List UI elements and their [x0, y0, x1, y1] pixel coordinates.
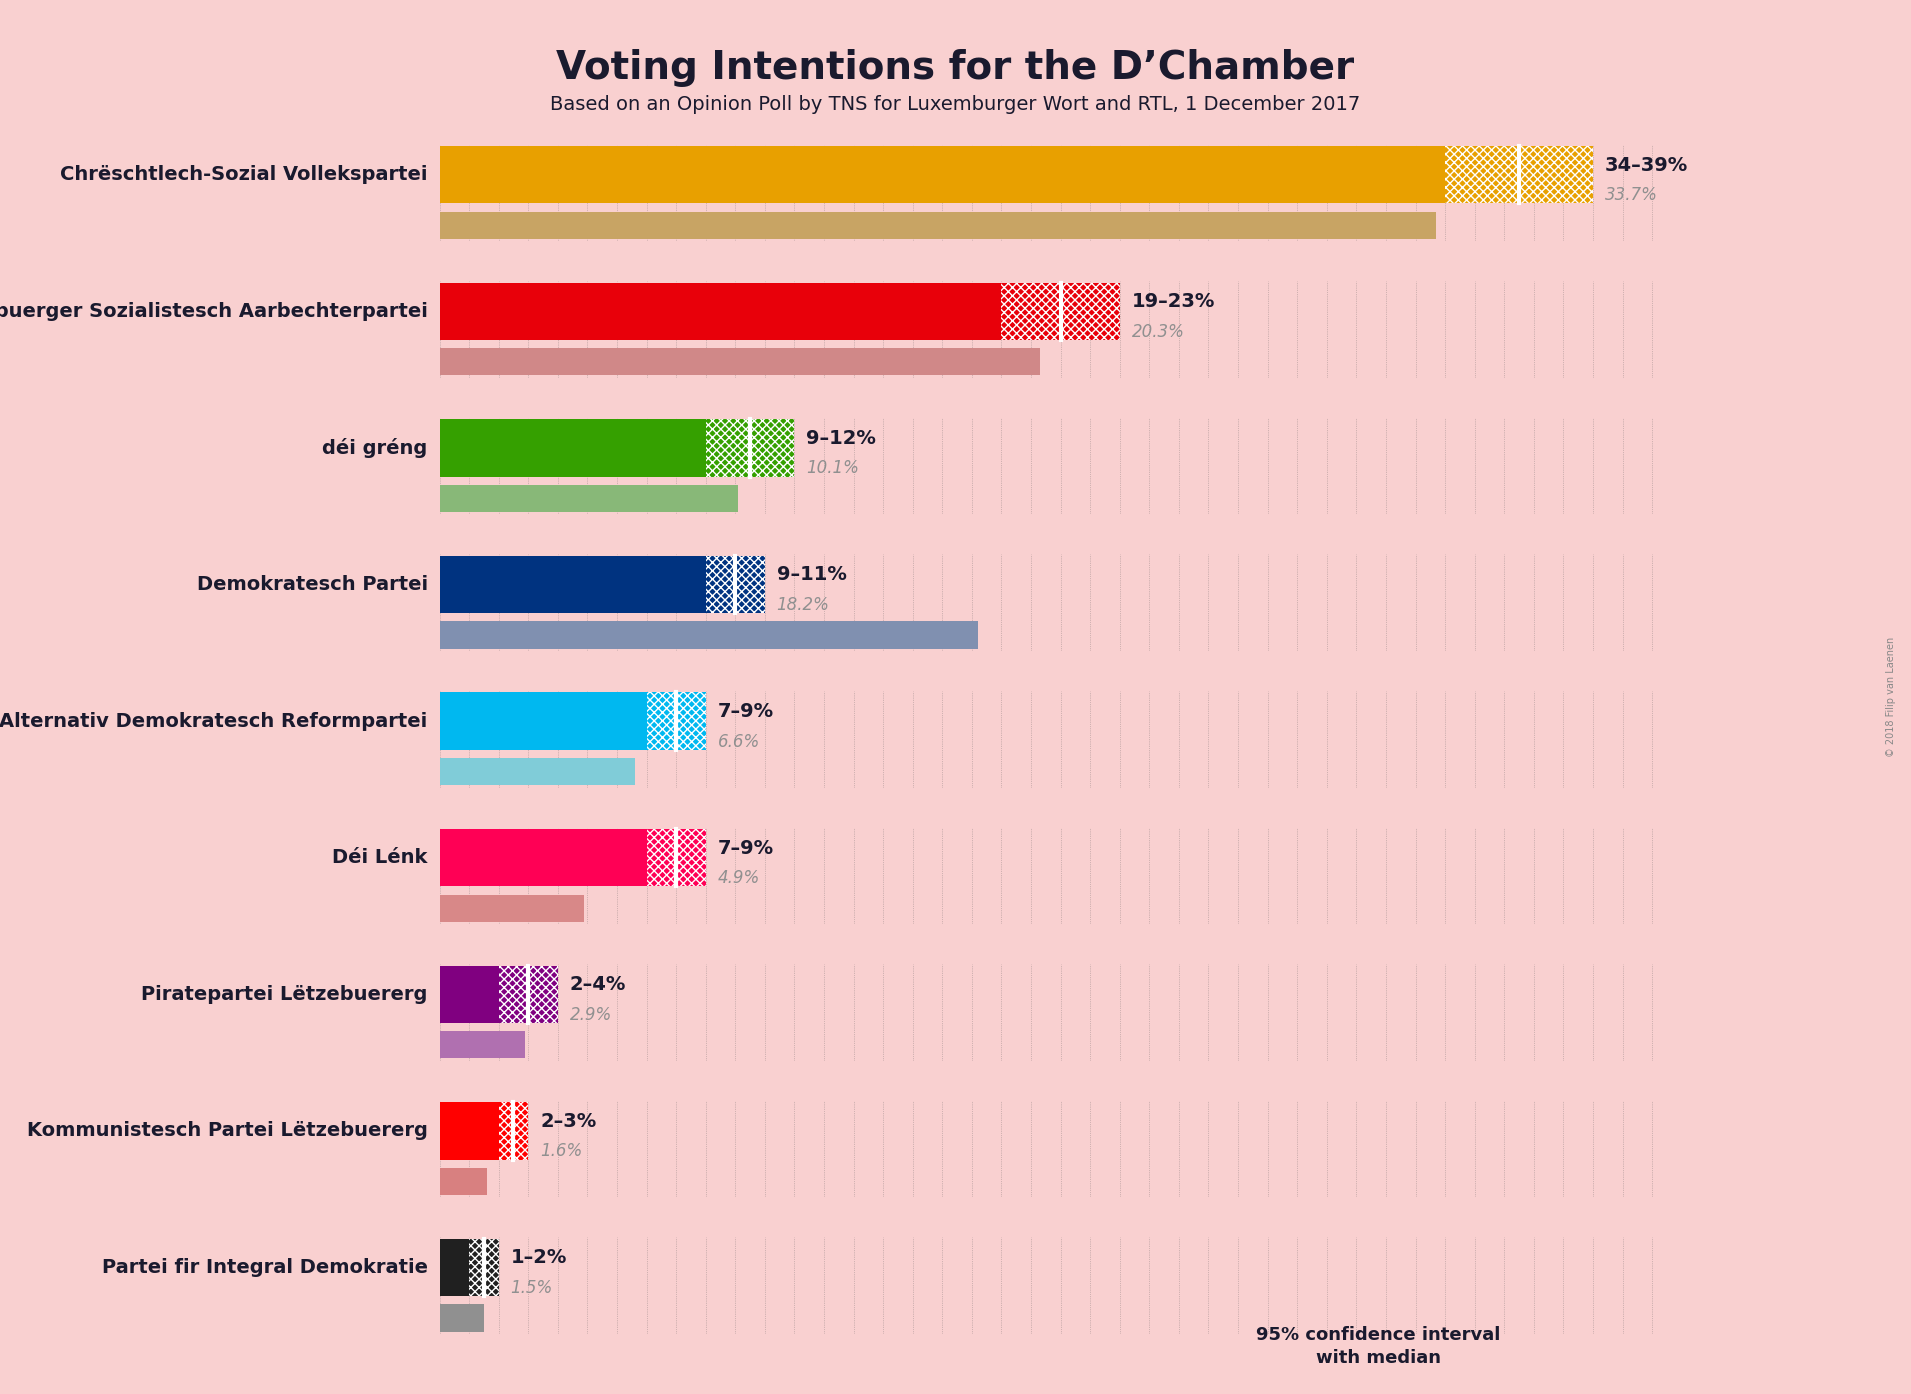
Bar	[440, 420, 705, 477]
Bar	[440, 622, 978, 648]
Text: 19–23%: 19–23%	[1131, 293, 1215, 311]
Text: Demokratesch Partei: Demokratesch Partei	[197, 574, 428, 594]
Text: 9–12%: 9–12%	[806, 429, 875, 447]
Text: 95% confidence interval: 95% confidence interval	[1256, 1326, 1500, 1344]
Text: Partei fir Integral Demokratie: Partei fir Integral Demokratie	[101, 1257, 428, 1277]
Text: 7–9%: 7–9%	[717, 703, 774, 721]
Bar	[440, 1103, 499, 1160]
Bar	[646, 693, 705, 750]
Bar	[440, 829, 646, 887]
Text: Alternativ Demokratesch Reformpartei: Alternativ Demokratesch Reformpartei	[0, 711, 428, 730]
Bar	[468, 1239, 499, 1296]
Bar	[440, 283, 1001, 340]
Text: 6.6%: 6.6%	[717, 733, 761, 750]
Text: © 2018 Filip van Laenen: © 2018 Filip van Laenen	[1886, 637, 1896, 757]
Text: Based on an Opinion Poll by TNS for Luxemburger Wort and RTL, 1 December 2017: Based on an Opinion Poll by TNS for Luxe…	[550, 95, 1361, 114]
Bar	[646, 829, 705, 887]
Bar	[440, 895, 585, 921]
Text: 4.9%: 4.9%	[717, 868, 761, 887]
Bar	[1372, 1374, 1460, 1394]
Bar	[1460, 1374, 1535, 1394]
Text: Kommunistesch Partei Lëtzebuererg: Kommunistesch Partei Lëtzebuererg	[27, 1121, 428, 1140]
Bar	[440, 146, 1445, 204]
Bar	[440, 212, 1437, 238]
Text: 33.7%: 33.7%	[1605, 187, 1657, 204]
Text: 2–4%: 2–4%	[569, 976, 627, 994]
Text: 1.5%: 1.5%	[510, 1278, 552, 1296]
Bar	[1001, 283, 1120, 340]
Text: 20.3%: 20.3%	[1131, 323, 1185, 340]
Bar	[1223, 1374, 1372, 1394]
Bar	[440, 1168, 487, 1195]
Bar	[440, 758, 634, 785]
Bar	[440, 348, 1040, 375]
Bar	[440, 1239, 468, 1296]
Text: 10.1%: 10.1%	[806, 460, 860, 477]
Text: Chrëschtlech-Sozial Vollekspartei: Chrëschtlech-Sozial Vollekspartei	[61, 164, 428, 184]
Text: 1–2%: 1–2%	[510, 1249, 568, 1267]
Text: 9–11%: 9–11%	[776, 566, 847, 584]
Text: 2.9%: 2.9%	[569, 1005, 612, 1023]
Bar	[1445, 146, 1594, 204]
Bar	[440, 485, 738, 512]
Bar	[705, 420, 795, 477]
Bar	[440, 966, 499, 1023]
Bar	[499, 966, 558, 1023]
Text: Piratepartei Lëtzebuererg: Piratepartei Lëtzebuererg	[141, 984, 428, 1004]
Bar	[440, 1032, 526, 1058]
Text: with median: with median	[1317, 1349, 1441, 1368]
Text: 7–9%: 7–9%	[717, 839, 774, 857]
Text: 2–3%: 2–3%	[541, 1112, 596, 1131]
Text: Voting Intentions for the D’Chamber: Voting Intentions for the D’Chamber	[556, 49, 1355, 86]
Bar	[440, 1305, 483, 1331]
Bar	[499, 1103, 527, 1160]
Text: 1.6%: 1.6%	[541, 1142, 583, 1160]
Bar	[705, 556, 764, 613]
Bar	[440, 693, 646, 750]
Bar	[440, 556, 705, 613]
Text: 34–39%: 34–39%	[1605, 156, 1687, 174]
Text: 18.2%: 18.2%	[776, 597, 829, 613]
Text: Déi Lénk: Déi Lénk	[333, 848, 428, 867]
Text: déi gréng: déi gréng	[323, 438, 428, 457]
Text: Lëtzebuerger Sozialistesch Aarbechterpartei: Lëtzebuerger Sozialistesch Aarbechterpar…	[0, 301, 428, 321]
